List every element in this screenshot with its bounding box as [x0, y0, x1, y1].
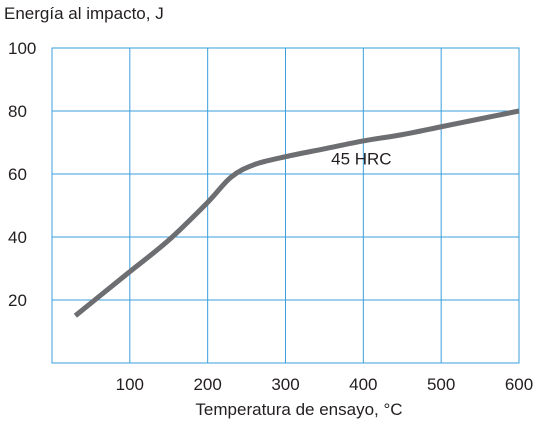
- y-tick-label: 80: [8, 102, 27, 121]
- x-tick-label: 400: [349, 375, 377, 394]
- y-axis-label: Energía al impacto, J: [4, 4, 164, 23]
- y-tick-label: 100: [8, 39, 36, 58]
- annotations: 45 HRC: [331, 149, 391, 168]
- x-tick-label: 500: [427, 375, 455, 394]
- grid: [52, 47, 520, 363]
- plot-frame: [51, 47, 520, 364]
- series-line-0: [73, 108, 520, 318]
- y-tick-label: 40: [8, 228, 27, 247]
- series-label: 45 HRC: [331, 149, 391, 168]
- x-tick-label: 600: [505, 375, 533, 394]
- x-tick-labels: 100 200 300 400 500 600: [116, 375, 534, 394]
- x-tick-label: 200: [193, 375, 221, 394]
- y-tick-labels: 20 40 60 80 100: [8, 39, 36, 310]
- y-tick-label: 20: [8, 291, 27, 310]
- x-tick-label: 100: [116, 375, 144, 394]
- series-layer: [73, 108, 520, 318]
- x-tick-label: 300: [271, 375, 299, 394]
- y-tick-label: 60: [8, 165, 27, 184]
- x-axis-label: Temperatura de ensayo, °C: [195, 400, 403, 419]
- plot-border: [51, 47, 520, 364]
